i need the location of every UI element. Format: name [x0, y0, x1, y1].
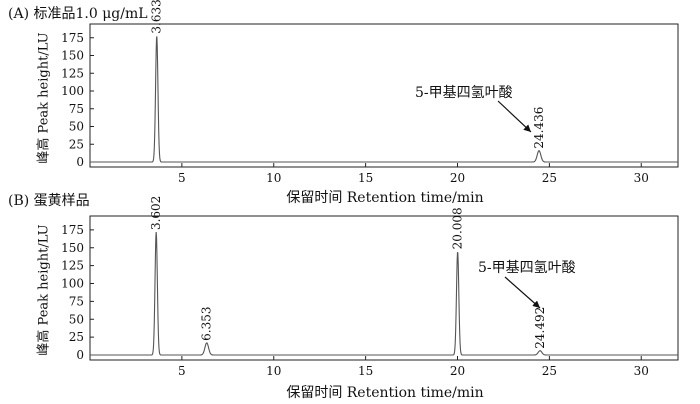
panel-a-compound-annotation: 5-甲基四氢叶酸: [415, 84, 513, 101]
panel-b-title: (B) 蛋黄样品: [8, 193, 90, 209]
panel-b-peak-label: 6.353: [200, 306, 214, 340]
panel-b-y-tick-label: 100: [61, 277, 84, 291]
panel-a-annotation-arrow: [497, 100, 532, 133]
panel-b-y-axis-label: 峰高 Peak height/LU: [36, 224, 52, 356]
panel-a-peak-label: 3.633: [150, 0, 164, 34]
panel-b-trace: [90, 232, 678, 356]
panel-a-x-tick-label: 15: [358, 171, 373, 185]
panel-b-y-tick-label: 175: [61, 223, 84, 237]
panel-b-compound-annotation: 5-甲基四氢叶酸: [478, 259, 576, 276]
panel-b-peak-label: 3.602: [149, 196, 163, 230]
panel-a-x-axis-label: 保留时间 Retention time/min: [286, 190, 484, 206]
panel-a-x-tick-label: 30: [634, 171, 649, 185]
panel-a-x-tick-label: 25: [542, 171, 557, 185]
panel-b-y-tick-label: 0: [76, 348, 84, 362]
panel-a-title: (A) 标准品1.0 μg/mL: [8, 6, 148, 22]
panel-a-y-tick-label: 75: [69, 102, 84, 116]
panel-b-plot-frame: [89, 215, 679, 361]
panel-b-peak-label: 20.008: [451, 207, 465, 249]
panel-a-x-tick-label: 10: [266, 171, 281, 185]
panel-a-x-tick-label: 5: [178, 171, 186, 185]
panel-a-y-tick-label: 50: [69, 120, 84, 134]
panel-a-trace: [90, 36, 678, 163]
panel-b-x-axis-label: 保留时间 Retention time/min: [286, 385, 484, 401]
panel-a-y-tick-label: 150: [61, 49, 84, 63]
panel-b-x-tick-label: 10: [266, 364, 281, 378]
panel-b-x-tick-label: 30: [634, 364, 649, 378]
panel-a-y-tick-label: 175: [61, 31, 84, 45]
panel-a-peak-label: 24.436: [532, 107, 546, 149]
panel-b-peak-label: 24.492: [533, 307, 547, 349]
panel-b-y-tick-label: 50: [69, 312, 84, 326]
panel-a-x-tick-label: 20: [450, 171, 465, 185]
panel-a-y-tick-label: 125: [61, 66, 84, 80]
panel-b-x-tick-label: 5: [178, 364, 186, 378]
panel-a-plot-frame: [89, 23, 679, 168]
panel-b-x-tick-label: 20: [450, 364, 465, 378]
panel-b-y-tick-label: 75: [69, 294, 84, 308]
panel-b-y-tick-label: 125: [61, 259, 84, 273]
panel-a-y-tick-label: 100: [61, 84, 84, 98]
panel-b-annotation-arrow: [504, 276, 541, 309]
panel-a-y-axis-label: 峰高 Peak height/LU: [36, 32, 52, 164]
panel-a-y-tick-label: 25: [69, 137, 84, 151]
panel-b-y-tick-label: 150: [61, 241, 84, 255]
panel-b-x-tick-label: 25: [542, 364, 557, 378]
panel-b-y-tick-label: 25: [69, 330, 84, 344]
panel-a-y-tick-label: 0: [76, 155, 84, 169]
panel-b-x-tick-label: 15: [358, 364, 373, 378]
